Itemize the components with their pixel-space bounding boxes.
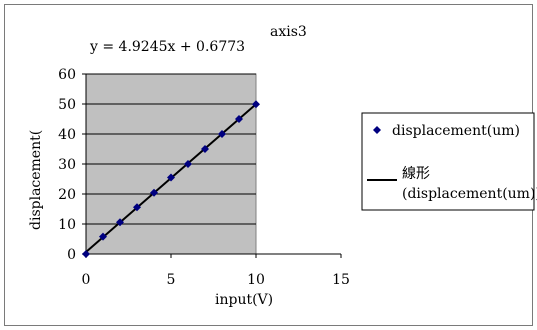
y-tick-label-60: 60 xyxy=(58,67,76,83)
y-tick-label-0: 0 xyxy=(67,247,76,263)
x-tick-label-5: 5 xyxy=(167,272,176,288)
legend-diamond-icon xyxy=(373,126,381,134)
x-tick-label-0: 0 xyxy=(82,272,91,288)
data-point-5 xyxy=(167,173,175,182)
data-point-8 xyxy=(218,130,226,138)
x-axis-label: input(V) xyxy=(215,292,273,308)
legend-box xyxy=(361,112,535,211)
legend: displacement(um) 線形 (displacement(um)) xyxy=(361,112,537,211)
data-point-1 xyxy=(99,232,107,241)
x-tick-label-10: 10 xyxy=(247,272,265,288)
gridlines xyxy=(86,73,256,225)
y-tick-label-40: 40 xyxy=(58,127,76,143)
legend-trendline-label: 線形 (displacement(um)) xyxy=(402,166,537,202)
x-tick-labels: 0 5 10 15 xyxy=(82,272,350,288)
data-point-9 xyxy=(235,115,243,123)
y-tick-label-20: 20 xyxy=(58,187,76,203)
y-tick-labels: 0 10 20 30 40 50 60 xyxy=(58,67,76,263)
data-point-6 xyxy=(184,160,192,168)
legend-trendline-label-line-1: (displacement(um)) xyxy=(402,186,537,202)
data-point-4 xyxy=(150,188,158,197)
data-point-3 xyxy=(133,203,141,212)
data-points xyxy=(82,100,260,258)
data-point-0 xyxy=(82,250,90,258)
y-tick-label-30: 30 xyxy=(58,157,76,173)
chart-title: axis3 xyxy=(270,24,307,40)
x-tick-label-15: 15 xyxy=(332,272,350,288)
trendline-equation: y = 4.9245x + 0.6773 xyxy=(89,39,245,55)
y-tick-label-10: 10 xyxy=(58,217,76,233)
legend-series-label: displacement(um) xyxy=(392,123,520,139)
data-point-10 xyxy=(252,100,260,109)
y-axis-label: displacement( xyxy=(28,130,44,230)
y-tick-label-50: 50 xyxy=(58,97,76,113)
data-point-7 xyxy=(201,145,209,153)
legend-trendline-label-line-0: 線形 xyxy=(402,166,430,182)
data-point-2 xyxy=(116,218,124,227)
